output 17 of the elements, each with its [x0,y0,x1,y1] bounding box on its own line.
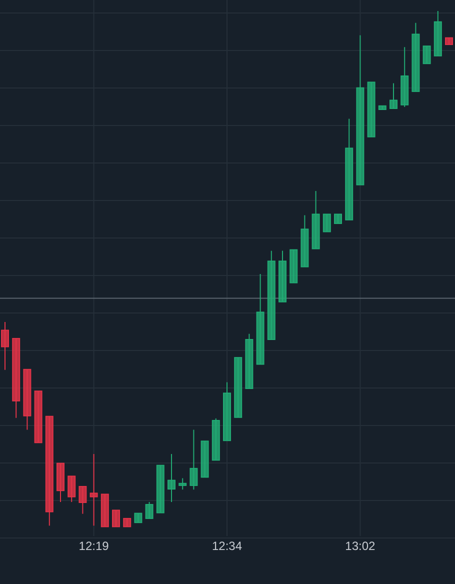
candlestick [68,476,76,502]
candlestick [134,512,142,524]
candlestick [112,510,120,528]
candlestick [78,486,87,514]
candlestick [145,501,154,519]
candlestick [90,453,98,526]
candlestick [390,82,398,109]
candlestick [322,214,331,232]
x-tick-label: 13:02 [345,539,376,553]
candlestick [422,46,431,64]
x-tick-label: 12:19 [78,539,110,553]
candlestick [334,214,342,224]
candlestick [190,429,198,490]
candlestick [168,453,176,502]
candlestick [1,321,9,370]
candlestick [178,478,187,490]
x-tick-label: 12:34 [212,539,242,553]
